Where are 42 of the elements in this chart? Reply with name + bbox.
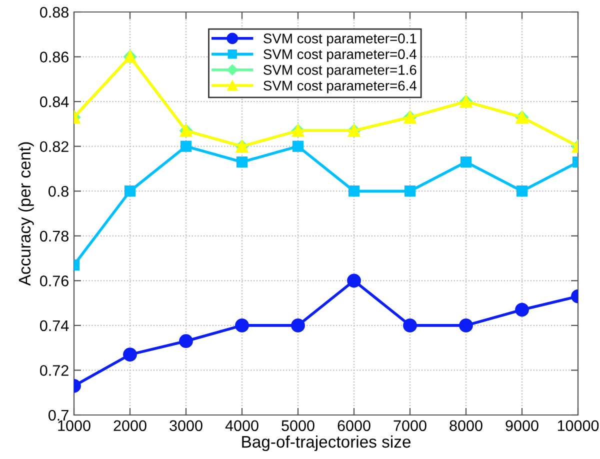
- y-tick-label: 0.78: [40, 230, 68, 242]
- x-axis-title: Bag-of-trajectories size: [242, 435, 410, 452]
- y-tick-label: 0.7: [48, 410, 68, 421]
- legend-label: SVM cost parameter=1.6: [264, 65, 416, 78]
- y-axis-title: Accuracy (per cent): [18, 142, 34, 286]
- point: [347, 274, 361, 288]
- legend-label: SVM cost parameter=6.4: [264, 80, 417, 94]
- legend-label: SVM cost parameter=0.4: [264, 49, 417, 62]
- y-tick-label: 0.84: [40, 96, 69, 108]
- point: [123, 348, 137, 362]
- point: [515, 302, 529, 317]
- point: [180, 140, 192, 152]
- x-tick-label: 4000: [225, 420, 258, 432]
- point: [460, 156, 472, 168]
- legend-label: SVM cost parameter=0.1: [264, 34, 416, 46]
- x-tick-label: 10000: [558, 420, 599, 432]
- point: [291, 318, 305, 332]
- y-tick-label: 0.76: [40, 276, 68, 286]
- point: [348, 186, 360, 197]
- y-tick-label: 0.88: [40, 6, 68, 18]
- point: [292, 140, 304, 152]
- point: [179, 334, 193, 348]
- x-tick-label: 3000: [170, 420, 202, 432]
- x-tick-label: 7000: [394, 420, 426, 432]
- x-tick-label: 9000: [506, 420, 538, 432]
- x-tick-label: 8000: [450, 420, 482, 432]
- point: [124, 186, 136, 197]
- point: [235, 318, 249, 332]
- y-tick-label: 0.86: [40, 52, 68, 62]
- x-tick-label: 5000: [282, 420, 314, 432]
- x-tick-label: 6000: [338, 420, 370, 432]
- y-tick-label: 0.8: [48, 186, 68, 197]
- point: [236, 156, 248, 168]
- y-tick-label: 0.82: [40, 141, 68, 152]
- y-tick-label: 0.74: [40, 320, 69, 332]
- x-tick-label: 2000: [114, 420, 146, 432]
- y-tick-label: 0.72: [40, 365, 68, 376]
- point: [516, 186, 528, 197]
- point: [459, 318, 473, 332]
- x-tick-label: 1000: [58, 420, 90, 432]
- point: [404, 186, 416, 197]
- point: [403, 318, 417, 332]
